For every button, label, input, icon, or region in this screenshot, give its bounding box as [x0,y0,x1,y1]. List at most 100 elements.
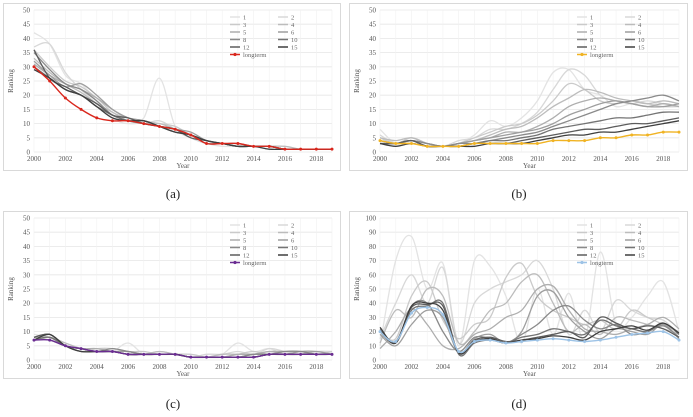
legend-label-6: 6 [291,29,295,36]
series-line-4 [33,57,332,151]
data-point-longterm [110,119,114,123]
x-tick-label: 2014 [593,155,608,163]
chart-frame-d: 0 10 20 30 40 50 60 70 80 90 100 2000 2002 2004 2006 20… [349,211,688,379]
x-axis-title: Year [523,162,537,170]
legend-label-4: 4 [638,230,642,237]
x-tick-label: 2014 [247,155,262,163]
data-point-longterm [614,136,618,140]
data-point-longterm [48,79,52,83]
y-tick-label: 45 [23,21,31,29]
data-point-longterm [95,349,99,353]
data-point-longterm [142,122,146,126]
y-tick-label: 50 [23,7,31,15]
data-point-longterm [630,133,634,137]
data-point-longterm [472,340,476,344]
data-point-longterm [488,338,492,342]
y-tick-label: 40 [23,35,31,43]
data-point-longterm [157,124,161,128]
series-line-3 [379,262,680,341]
x-tick-label: 2000 [27,363,42,371]
legend-marker-longterm [580,260,584,265]
legend-label-4: 4 [638,22,642,29]
y-tick-label: 30 [23,271,31,279]
legend-label-2: 2 [291,14,294,21]
data-point-longterm [551,139,555,143]
data-point-longterm [126,119,130,123]
data-point-longterm [189,355,193,359]
data-point-longterm [267,144,271,148]
x-tick-label: 2018 [656,363,671,371]
legend-label-4: 4 [291,22,295,29]
y-tick-label: 80 [369,243,377,251]
legend-label-12: 12 [243,44,250,51]
x-tick-label: 2016 [625,155,640,163]
y-tick-label: 50 [369,7,377,15]
x-tick-label: 2000 [373,363,388,371]
x-tick-label: 2004 [436,155,451,163]
legend-label-5: 5 [590,29,593,36]
y-tick-label: 50 [23,215,31,223]
y-tick-label: 0 [373,149,377,157]
x-tick-label: 2000 [27,155,42,163]
data-point-longterm [630,332,634,336]
data-point-longterm [425,305,429,309]
x-tick-label: 2004 [436,363,451,371]
y-tick-label: 35 [23,257,31,265]
legend-label-5: 5 [243,29,246,36]
y-axis-title: Ranking [7,69,15,93]
data-point-longterm [394,340,398,344]
x-tick-label: 2010 [184,363,199,371]
data-point-longterm [79,347,83,351]
y-tick-label: 15 [23,314,31,322]
data-point-longterm [173,352,177,356]
data-point-longterm [583,340,587,344]
legend-label-6: 6 [638,237,642,244]
y-tick-label: 15 [369,106,377,114]
legend-marker-longterm [580,52,584,57]
series-line-6 [33,60,332,151]
legend-label-longterm: longterm [590,260,613,267]
y-tick-label: 25 [369,78,377,86]
x-tick-label: 2014 [593,363,608,371]
y-tick-label: 30 [369,63,377,71]
legend-label-1: 1 [590,222,593,229]
y-tick-label: 5 [27,134,31,142]
y-tick-label: 70 [369,257,377,265]
x-tick-label: 2010 [530,363,545,371]
data-point-longterm [457,144,461,148]
x-tick-label: 2018 [309,363,324,371]
data-point-longterm [32,65,36,69]
data-point-longterm [488,141,492,145]
x-tick-label: 2004 [90,363,105,371]
y-tick-label: 45 [23,229,31,237]
y-tick-label: 50 [369,286,377,294]
data-point-longterm [378,139,382,143]
legend-label-longterm: longterm [243,52,266,59]
x-tick-label: 2008 [152,155,167,163]
x-tick-label: 2002 [404,155,419,163]
legend-label-10: 10 [638,245,645,252]
y-tick-label: 90 [369,229,377,237]
y-tick-label: 35 [23,49,31,57]
x-tick-label: 2002 [58,155,73,163]
x-axis-title: Year [177,370,191,378]
x-tick-label: 2008 [152,363,167,371]
data-point-longterm [252,355,256,359]
data-point-longterm [598,338,602,342]
x-tick-label: 2016 [625,363,640,371]
x-tick-label: 2006 [121,363,136,371]
data-point-longterm [48,338,52,342]
data-point-longterm [646,331,650,335]
caption-b: (b) [511,186,527,201]
x-tick-label: 2002 [58,363,73,371]
series-line-4 [379,273,680,346]
series-line-15 [379,301,680,355]
data-point-longterm [661,130,665,134]
data-point-longterm [205,141,209,145]
legend-label-3: 3 [243,230,246,237]
data-point-longterm [314,352,318,356]
y-tick-label: 25 [23,286,31,294]
data-point-longterm [330,147,334,151]
data-point-longterm [457,349,461,353]
x-axis-title: Year [177,162,191,170]
